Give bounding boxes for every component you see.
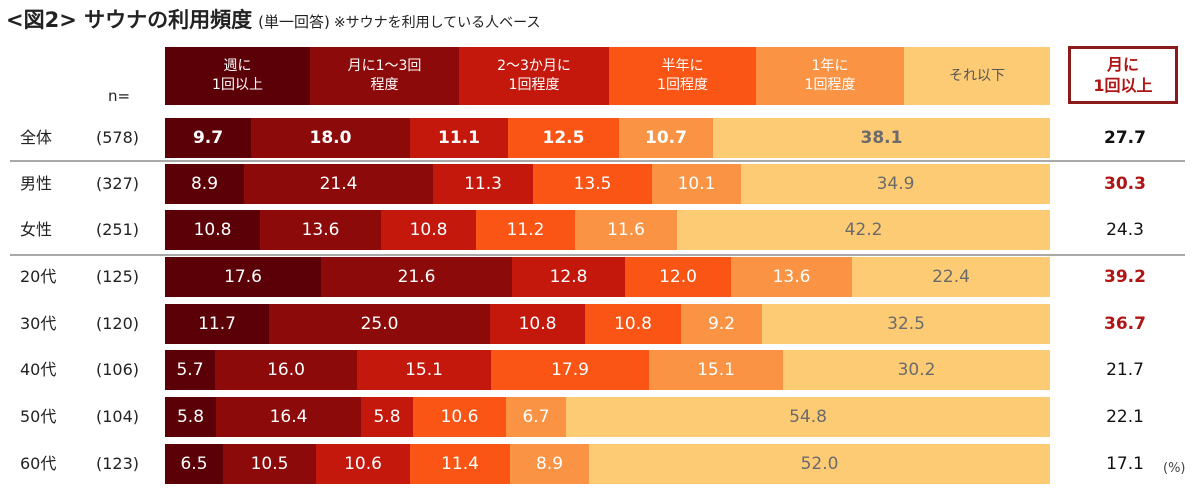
row-sample-size: (104) xyxy=(96,407,140,426)
bar-segment: 10.8 xyxy=(490,304,585,344)
bar-segment: 11.2 xyxy=(476,210,575,250)
unit-label: (%) xyxy=(1163,461,1186,476)
bar-segment: 32.5 xyxy=(762,304,1050,344)
bar-segment: 6.5 xyxy=(165,444,223,484)
separator-gender xyxy=(10,254,1185,256)
bar-segment: 11.3 xyxy=(433,164,533,204)
summary-header: 月に 1回以上 xyxy=(1068,46,1178,104)
bar-segment: 34.9 xyxy=(741,164,1050,204)
bar-segment: 10.8 xyxy=(381,210,476,250)
row-summary-value: 27.7 xyxy=(1104,128,1146,148)
bar-segment: 22.4 xyxy=(852,257,1050,297)
row-label: 60代 xyxy=(20,454,57,473)
row-label: 全体 xyxy=(20,128,53,147)
row-summary-value: 21.7 xyxy=(1106,360,1144,380)
legend-item: 週に 1回以上 xyxy=(165,47,310,105)
bar-segment: 10.7 xyxy=(619,118,713,158)
row-summary-value: 39.2 xyxy=(1104,267,1146,287)
bar-segment: 10.6 xyxy=(316,444,410,484)
bar-segment: 9.2 xyxy=(681,304,762,344)
row-label: 30代 xyxy=(20,314,57,333)
bar-segment: 11.7 xyxy=(165,304,269,344)
row-summary-value: 36.7 xyxy=(1104,314,1146,334)
legend-item: 2～3か月に 1回程度 xyxy=(459,47,609,105)
bar-segment: 12.8 xyxy=(512,257,625,297)
bar-segment: 12.5 xyxy=(508,118,619,158)
bar-segment: 10.8 xyxy=(585,304,681,344)
bar-segment: 42.2 xyxy=(677,210,1050,250)
bar-segment: 9.7 xyxy=(165,118,251,158)
row-sample-size: (251) xyxy=(96,220,140,239)
row-summary-value: 30.3 xyxy=(1104,174,1146,194)
bar-segment: 21.4 xyxy=(244,164,433,204)
row-summary-value: 17.1 xyxy=(1106,454,1144,474)
bar-segment: 10.1 xyxy=(652,164,741,204)
row-summary-value: 24.3 xyxy=(1106,220,1144,240)
row-label: 男性 xyxy=(20,174,53,193)
title-answer-type: (単一回答) xyxy=(258,13,330,31)
chart-title: <図2> サウナの利用頻度 (単一回答) ※サウナを利用している人ベース xyxy=(6,4,540,34)
title-main: <図2> サウナの利用頻度 xyxy=(6,8,253,32)
row-sample-size: (106) xyxy=(96,360,140,379)
bar-segment: 6.7 xyxy=(506,397,566,437)
bar-segment: 16.0 xyxy=(215,350,357,390)
bar-segment: 13.6 xyxy=(731,257,852,297)
row-label: 女性 xyxy=(20,220,53,239)
row-sample-size: (120) xyxy=(96,314,140,333)
bar-segment: 17.6 xyxy=(165,257,321,297)
bar-segment: 21.6 xyxy=(321,257,512,297)
bar-segment: 10.5 xyxy=(223,444,316,484)
bar-segment: 13.6 xyxy=(260,210,381,250)
bar-segment: 15.1 xyxy=(357,350,491,390)
title-note: ※サウナを利用している人ベース xyxy=(333,15,541,31)
bar-segment: 5.8 xyxy=(165,397,216,437)
bar-segment: 52.0 xyxy=(589,444,1050,484)
bar-segment: 15.1 xyxy=(649,350,783,390)
legend-item: 月に1～3回 程度 xyxy=(310,47,459,105)
bar-segment: 16.4 xyxy=(216,397,361,437)
row-label: 40代 xyxy=(20,360,57,379)
n-label: n= xyxy=(108,87,131,105)
bar-segment: 25.0 xyxy=(269,304,490,344)
bar-segment: 30.2 xyxy=(783,350,1050,390)
row-label: 20代 xyxy=(20,267,57,286)
bar-segment: 12.0 xyxy=(625,257,731,297)
bar-segment: 8.9 xyxy=(510,444,589,484)
bar-segment: 13.5 xyxy=(533,164,652,204)
legend-item: それ以下 xyxy=(904,47,1050,105)
row-sample-size: (125) xyxy=(96,267,140,286)
bar-segment: 18.0 xyxy=(251,118,410,158)
bar-segment: 11.4 xyxy=(410,444,510,484)
bar-segment: 54.8 xyxy=(566,397,1050,437)
bar-segment: 17.9 xyxy=(491,350,649,390)
row-sample-size: (327) xyxy=(96,174,140,193)
bar-segment: 5.7 xyxy=(165,350,215,390)
bar-segment: 10.8 xyxy=(165,210,260,250)
bar-segment: 8.9 xyxy=(165,164,244,204)
bar-segment: 38.1 xyxy=(713,118,1050,158)
row-summary-value: 22.1 xyxy=(1106,407,1144,427)
row-sample-size: (123) xyxy=(96,454,140,473)
row-label: 50代 xyxy=(20,407,57,426)
legend-item: 1年に 1回程度 xyxy=(756,47,904,105)
bar-segment: 10.6 xyxy=(413,397,506,437)
bar-segment: 11.6 xyxy=(575,210,677,250)
bar-segment: 5.8 xyxy=(361,397,413,437)
bar-segment: 11.1 xyxy=(410,118,508,158)
separator-total xyxy=(10,160,1185,162)
row-sample-size: (578) xyxy=(96,128,140,147)
legend-item: 半年に 1回程度 xyxy=(609,47,756,105)
